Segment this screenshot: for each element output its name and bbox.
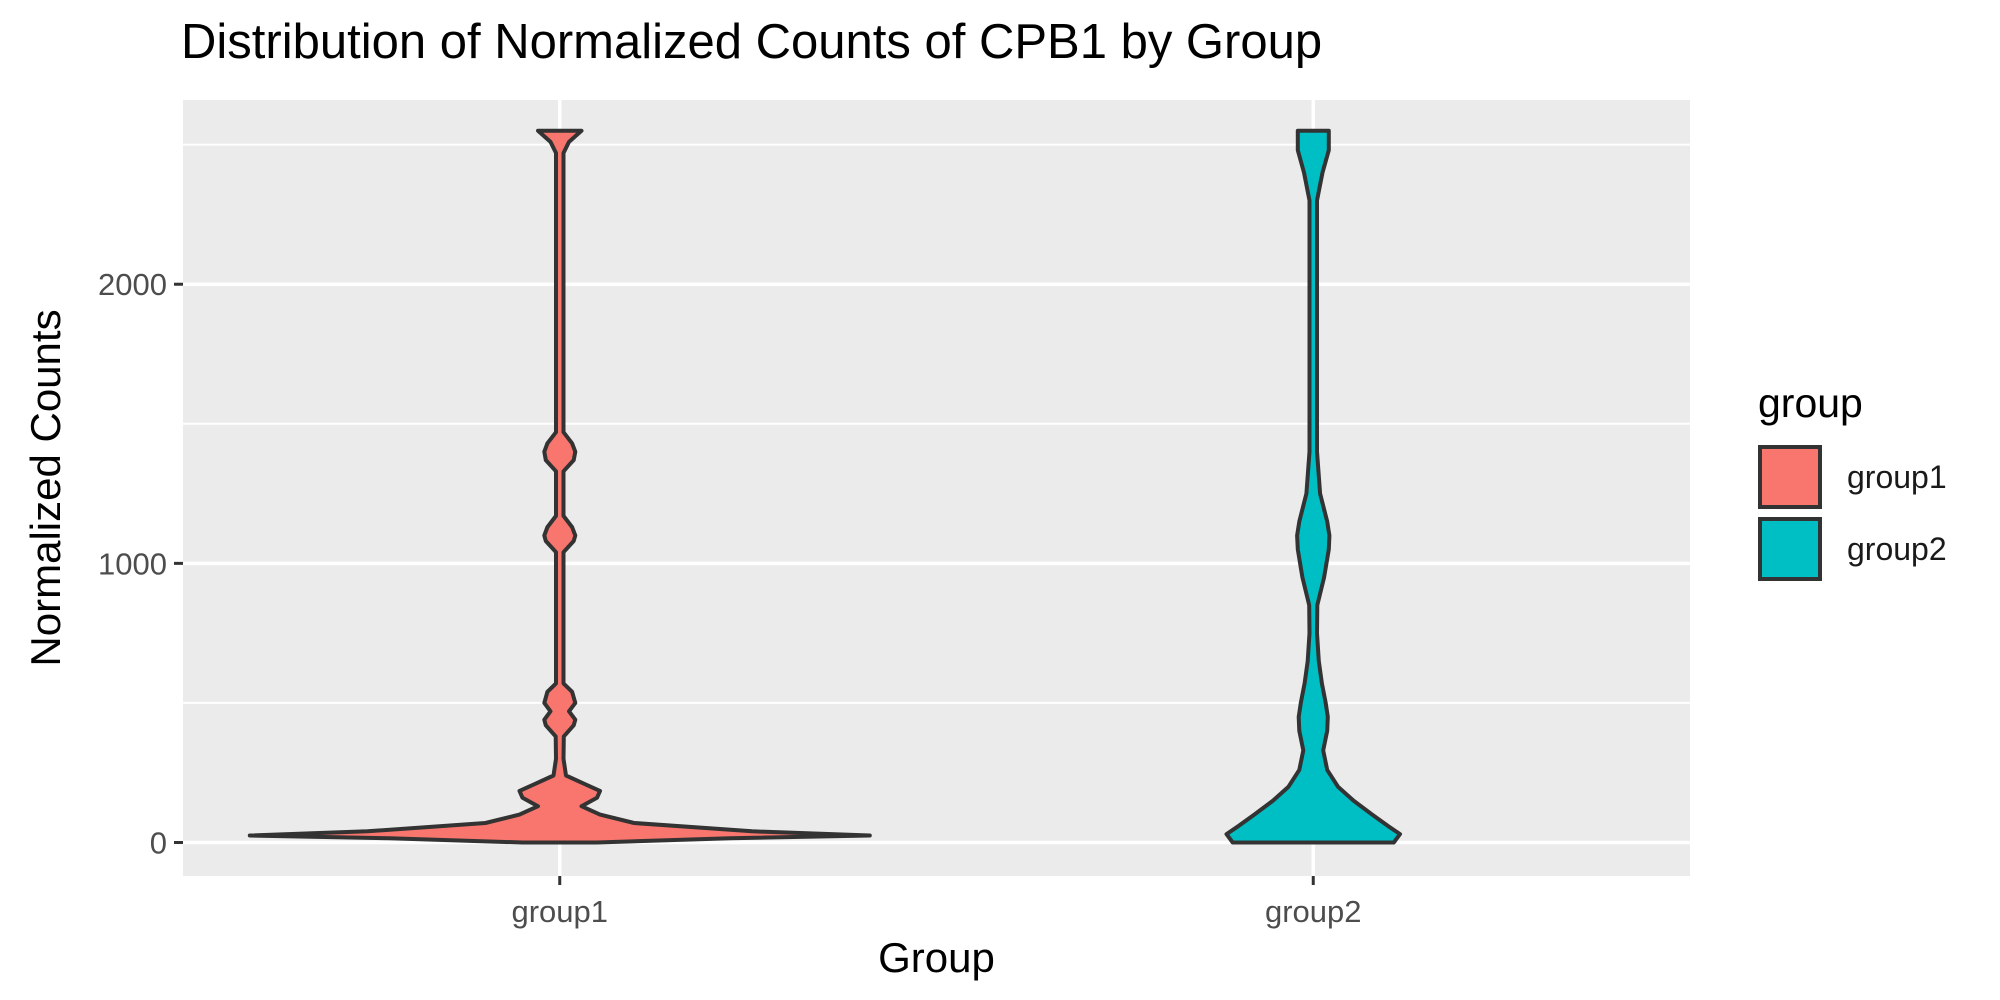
legend-label-group1: group1 xyxy=(1847,458,1947,495)
legend-title: group xyxy=(1758,380,1863,426)
violin-group1 xyxy=(247,128,872,845)
legend-key-group2 xyxy=(1758,517,1822,581)
y-tick-label: 0 xyxy=(150,826,167,861)
chart-title: Distribution of Normalized Counts of CPB… xyxy=(181,15,1323,69)
legend-label-group2: group2 xyxy=(1847,530,1947,567)
x-axis-title: Group xyxy=(878,934,995,981)
legend: group group1 group2 xyxy=(1758,380,1947,585)
legend-item-group1: group1 xyxy=(1758,441,1947,513)
y-tick-label: 1000 xyxy=(98,546,167,581)
y-axis-title: Normalized Counts xyxy=(22,309,69,667)
plot-panel xyxy=(183,100,1690,876)
y-tick-label: 2000 xyxy=(98,267,167,302)
x-tick-label: group1 xyxy=(511,894,608,929)
legend-item-group2: group2 xyxy=(1758,513,1947,585)
legend-key-group1 xyxy=(1758,445,1822,509)
violin-group2 xyxy=(1224,128,1402,845)
x-tick-label: group2 xyxy=(1265,894,1362,929)
